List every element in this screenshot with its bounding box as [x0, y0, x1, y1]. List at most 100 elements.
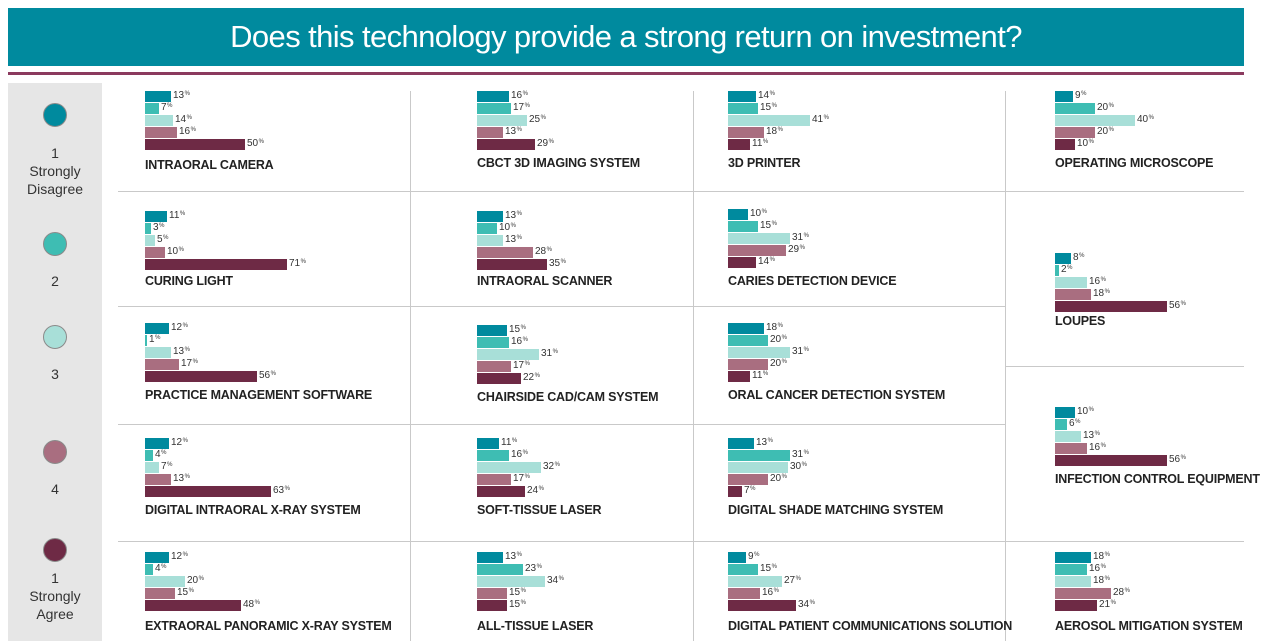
bar-practice-management-software-level-4 [145, 359, 179, 370]
bar-digital-shade-matching-system-level-4 [728, 474, 768, 485]
row-divider [118, 424, 1005, 425]
value-label-intraoral-scanner-level-4: 28% [535, 246, 552, 257]
value-label-3d-printer-level-2: 15% [760, 102, 777, 113]
value-label-chairside-cad-cam-system-level-2: 16% [511, 336, 528, 347]
bar-extraoral-panoramic-x-ray-system-level-3 [145, 576, 185, 587]
legend-dot-3 [43, 325, 67, 349]
bar-oral-cancer-detection-system-level-5 [728, 371, 750, 382]
value-label-operating-microscope-level-1: 9% [1075, 90, 1087, 101]
value-label-digital-intraoral-x-ray-system-level-1: 12% [171, 437, 188, 448]
bar-digital-patient-communications-solution-level-4 [728, 588, 760, 599]
bar-curing-light-level-4 [145, 247, 165, 258]
row-divider [118, 306, 1005, 307]
value-label-caries-detection-device-level-5: 14% [758, 256, 775, 267]
value-label-caries-detection-device-level-2: 15% [760, 220, 777, 231]
chart-title-digital-shade-matching-system: DIGITAL SHADE MATCHING SYSTEM [728, 503, 944, 517]
legend-text-1: Strongly Disagree [26, 163, 84, 197]
chart-title-infection-control-equipment: INFECTION CONTROL EQUIPMENT [1055, 472, 1260, 486]
bar-intraoral-camera-level-2 [145, 103, 159, 114]
bar-soft-tissue-laser-level-1 [477, 438, 499, 449]
bar-intraoral-scanner-level-5 [477, 259, 547, 270]
value-label-digital-intraoral-x-ray-system-level-4: 13% [173, 473, 190, 484]
chart-title-oral-cancer-detection-system: ORAL CANCER DETECTION SYSTEM [728, 388, 946, 402]
bar-digital-shade-matching-system-level-1 [728, 438, 754, 449]
bar-chairside-cad-cam-system-level-5 [477, 373, 521, 384]
value-label-curing-light-level-5: 71% [289, 258, 306, 269]
value-label-extraoral-panoramic-x-ray-system-level-2: 4% [155, 563, 167, 574]
value-label-digital-patient-communications-solution-level-4: 16% [762, 587, 779, 598]
bar-digital-intraoral-x-ray-system-level-1 [145, 438, 169, 449]
column-divider [693, 91, 694, 641]
value-label-intraoral-scanner-level-5: 35% [549, 258, 566, 269]
value-label-intraoral-camera-level-5: 50% [247, 138, 264, 149]
bar-practice-management-software-level-2 [145, 335, 147, 346]
value-label-digital-patient-communications-solution-level-5: 34% [798, 599, 815, 610]
bar-curing-light-level-1 [145, 211, 167, 222]
value-label-aerosol-mitigation-system-level-5: 21% [1099, 599, 1116, 610]
bar-operating-microscope-level-5 [1055, 139, 1075, 150]
bar-practice-management-software-level-1 [145, 323, 169, 334]
bar-oral-cancer-detection-system-level-3 [728, 347, 790, 358]
value-label-digital-intraoral-x-ray-system-level-2: 4% [155, 449, 167, 460]
bar-loupes-level-4 [1055, 289, 1091, 300]
value-label-loupes-level-2: 2% [1061, 264, 1073, 275]
value-label-intraoral-camera-level-3: 14% [175, 114, 192, 125]
bar-digital-intraoral-x-ray-system-level-2 [145, 450, 153, 461]
chart-title-digital-patient-communications-solution: DIGITAL PATIENT COMMUNICATIONS SOLUTION [728, 619, 1013, 633]
value-label-extraoral-panoramic-x-ray-system-level-1: 12% [171, 551, 188, 562]
bar-practice-management-software-level-5 [145, 371, 257, 382]
bar-infection-control-equipment-level-2 [1055, 419, 1067, 430]
value-label-loupes-level-5: 56% [1169, 300, 1186, 311]
value-label-soft-tissue-laser-level-1: 11% [501, 437, 518, 448]
title-bar: Does this technology provide a strong re… [8, 8, 1244, 66]
bar-all-tissue-laser-level-1 [477, 552, 503, 563]
bar-all-tissue-laser-level-2 [477, 564, 523, 575]
bar-curing-light-level-2 [145, 223, 151, 234]
value-label-chairside-cad-cam-system-level-5: 22% [523, 372, 540, 383]
bar-intraoral-camera-level-3 [145, 115, 173, 126]
value-label-intraoral-camera-level-1: 13% [173, 90, 190, 101]
value-label-loupes-level-3: 16% [1089, 276, 1106, 287]
legend-label-4: 4 [8, 480, 102, 498]
bar-3d-printer-level-5 [728, 139, 750, 150]
bar-digital-patient-communications-solution-level-2 [728, 564, 758, 575]
chart-title-chairside-cad-cam-system: CHAIRSIDE CAD/CAM SYSTEM [477, 390, 659, 404]
value-label-3d-printer-level-3: 41% [812, 114, 829, 125]
bar-intraoral-camera-level-5 [145, 139, 245, 150]
legend-number-3: 3 [51, 366, 59, 382]
value-label-infection-control-equipment-level-5: 56% [1169, 454, 1186, 465]
value-label-curing-light-level-4: 10% [167, 246, 184, 257]
value-label-infection-control-equipment-level-1: 10% [1077, 406, 1094, 417]
chart-title-3d-printer: 3D PRINTER [728, 156, 801, 170]
value-label-extraoral-panoramic-x-ray-system-level-5: 48% [243, 599, 260, 610]
row-divider [118, 191, 1005, 192]
chart-title-extraoral-panoramic-x-ray-system: EXTRAORAL PANORAMIC X-RAY SYSTEM [145, 619, 392, 633]
value-label-operating-microscope-level-4: 20% [1097, 126, 1114, 137]
legend-text-5: Strongly Agree [29, 588, 81, 622]
legend-dot-5 [43, 538, 67, 562]
bar-soft-tissue-laser-level-2 [477, 450, 509, 461]
bar-intraoral-camera-level-4 [145, 127, 177, 138]
value-label-practice-management-software-level-3: 13% [173, 346, 190, 357]
row-divider [1006, 541, 1244, 542]
value-label-practice-management-software-level-4: 17% [181, 358, 198, 369]
value-label-intraoral-scanner-level-2: 10% [499, 222, 516, 233]
value-label-aerosol-mitigation-system-level-2: 16% [1089, 563, 1106, 574]
bar-operating-microscope-level-3 [1055, 115, 1135, 126]
value-label-oral-cancer-detection-system-level-4: 20% [770, 358, 787, 369]
chart-title-operating-microscope: OPERATING MICROSCOPE [1055, 156, 1214, 170]
chart-title-intraoral-camera: INTRAORAL CAMERA [145, 158, 274, 172]
value-label-intraoral-scanner-level-1: 13% [505, 210, 522, 221]
title-divider [8, 72, 1244, 75]
value-label-3d-printer-level-4: 18% [766, 126, 783, 137]
bar-curing-light-level-3 [145, 235, 155, 246]
value-label-cbct-3d-imaging-system-level-5: 29% [537, 138, 554, 149]
bar-infection-control-equipment-level-1 [1055, 407, 1075, 418]
bar-digital-intraoral-x-ray-system-level-3 [145, 462, 159, 473]
value-label-intraoral-camera-level-2: 7% [161, 102, 173, 113]
bar-cbct-3d-imaging-system-level-5 [477, 139, 535, 150]
value-label-chairside-cad-cam-system-level-3: 31% [541, 348, 558, 359]
bar-chairside-cad-cam-system-level-4 [477, 361, 511, 372]
value-label-caries-detection-device-level-4: 29% [788, 244, 805, 255]
legend-label-5: 1 Strongly Agree [8, 569, 102, 623]
